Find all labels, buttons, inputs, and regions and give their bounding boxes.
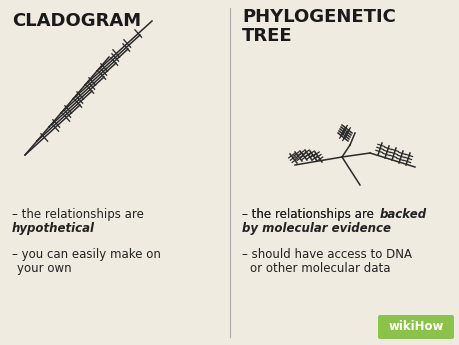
Text: – the relationships are backed: – the relationships are backed <box>241 208 419 221</box>
FancyBboxPatch shape <box>377 315 453 339</box>
Text: by molecular evidence: by molecular evidence <box>241 222 390 235</box>
Text: wikiHow: wikiHow <box>387 321 443 334</box>
Text: – the relationships are: – the relationships are <box>241 208 377 221</box>
Text: hypothetical: hypothetical <box>12 222 95 235</box>
Text: PHYLOGENETIC
TREE: PHYLOGENETIC TREE <box>241 8 395 46</box>
Text: CLADOGRAM: CLADOGRAM <box>12 12 141 30</box>
Text: your own: your own <box>17 262 72 275</box>
Text: – the relationships are: – the relationships are <box>241 208 377 221</box>
Text: backed: backed <box>379 208 426 221</box>
Text: – should have access to DNA: – should have access to DNA <box>241 248 411 261</box>
Text: – you can easily make on: – you can easily make on <box>12 248 161 261</box>
Text: – the relationships are: – the relationships are <box>12 208 144 221</box>
Text: or other molecular data: or other molecular data <box>249 262 390 275</box>
